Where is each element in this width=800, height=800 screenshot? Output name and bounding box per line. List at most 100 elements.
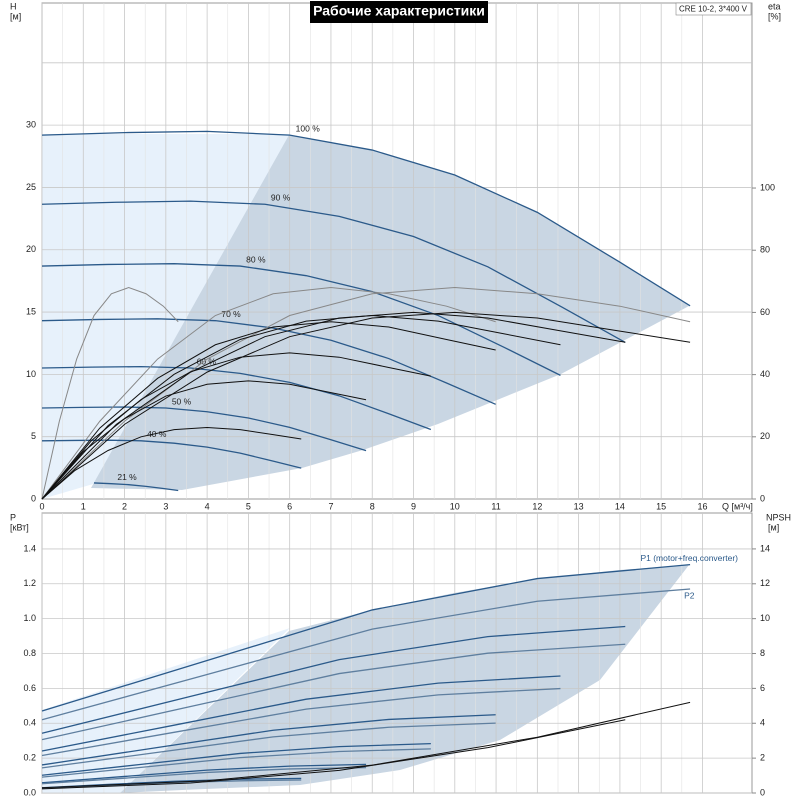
chart-title: Рабочие характеристики — [313, 3, 485, 19]
y2-tick-label: 80 — [760, 245, 770, 255]
efficiency-curve — [41, 380, 367, 500]
y-tick-label: 0.0 — [23, 787, 36, 797]
curve-label: 50 % — [172, 396, 192, 406]
efficiency-curve — [41, 287, 496, 500]
y-tick-label: 5 — [31, 431, 36, 441]
y2-tick-label: 2 — [760, 753, 765, 763]
power-curve — [41, 748, 431, 778]
y-tick-label: 10 — [26, 369, 36, 379]
y2-tick-label: 14 — [760, 543, 770, 553]
y2-axis-unit: [м] — [768, 522, 779, 532]
efficiency-curve — [41, 287, 691, 500]
x-tick-label: 7 — [328, 501, 333, 511]
y-tick-label: 1.2 — [23, 578, 36, 588]
curve-label: 80 % — [246, 254, 266, 264]
x-tick-label: 10 — [450, 501, 460, 511]
x-tick-label: 5 — [246, 501, 251, 511]
x-tick-label: 3 — [163, 501, 168, 511]
y2-tick-label: 10 — [760, 613, 770, 623]
y2-axis-unit: [%] — [768, 11, 781, 21]
y-axis-title: H — [10, 1, 17, 11]
x-tick-label: 14 — [615, 501, 625, 511]
x-axis-title: Q [м³/ч] — [722, 501, 753, 511]
curve-label: 100 % — [296, 123, 321, 133]
y-axis-unit: [м] — [10, 11, 21, 21]
y2-axis-title: eta — [768, 1, 781, 11]
x-tick-label: 9 — [411, 501, 416, 511]
legend-label: P2 — [684, 590, 695, 600]
head-curve — [41, 318, 496, 405]
y2-tick-label: 8 — [760, 648, 765, 658]
power-curve — [41, 722, 496, 769]
x-tick-label: 12 — [532, 501, 542, 511]
y-tick-label: 1.4 — [23, 543, 36, 553]
y-tick-label: 1.0 — [23, 613, 36, 623]
x-tick-label: 6 — [287, 501, 292, 511]
power-curve — [41, 588, 691, 721]
y-tick-label: 30 — [26, 120, 36, 130]
y2-tick-label: 0 — [760, 493, 765, 503]
curve-label: 40 % — [147, 429, 167, 439]
model-box — [675, 2, 752, 16]
model-label: CRE 10-2, 3*400 V — [679, 5, 748, 14]
power-curve — [41, 763, 367, 784]
y2-tick-label: 60 — [760, 307, 770, 317]
npsh-curve — [41, 719, 626, 790]
y2-axis-title: NPSH — [766, 512, 791, 522]
efficiency-curve — [41, 287, 179, 500]
range-shade — [91, 135, 689, 490]
power-curve — [41, 675, 561, 752]
x-tick-label: 11 — [491, 501, 500, 511]
head-curve — [41, 263, 561, 376]
y2-tick-label: 4 — [760, 718, 765, 728]
curve-label: 70 % — [221, 309, 241, 319]
power-curve — [41, 563, 691, 712]
range-shade — [120, 565, 689, 793]
power-curve — [41, 766, 367, 785]
curve-label: 60 % — [197, 356, 217, 366]
y2-tick-label: 100 — [760, 182, 775, 192]
y-axis-unit: [кВт] — [10, 522, 29, 532]
x-tick-label: 1 — [81, 501, 86, 511]
x-tick-label: 16 — [697, 501, 707, 511]
efficiency-curve — [41, 311, 691, 500]
x-tick-label: 0 — [39, 501, 44, 511]
y-tick-label: 0.6 — [23, 683, 36, 693]
y2-tick-label: 40 — [760, 369, 770, 379]
y-tick-label: 15 — [26, 306, 36, 316]
efficiency-curve — [41, 426, 302, 500]
curve-label: 90 % — [271, 193, 291, 203]
power-curve — [41, 687, 561, 757]
y2-tick-label: 12 — [760, 578, 770, 588]
x-tick-label: 15 — [656, 501, 666, 511]
y-tick-label: 0.8 — [23, 648, 36, 658]
y-tick-label: 0.4 — [23, 718, 36, 728]
curve-label: 21 % — [117, 472, 137, 482]
x-tick-label: 2 — [122, 501, 127, 511]
head-curve — [93, 482, 179, 492]
power-curve — [41, 643, 626, 741]
x-tick-label: 13 — [574, 501, 584, 511]
y-tick-label: 25 — [26, 182, 36, 192]
x-tick-label: 8 — [370, 501, 375, 511]
legend-label: P1 (motor+freq.converter) — [640, 553, 738, 563]
head-curve — [41, 130, 691, 307]
y2-tick-label: 0 — [760, 787, 765, 797]
efficiency-curve — [41, 321, 496, 500]
head-curve — [41, 406, 367, 452]
y2-tick-label: 20 — [760, 431, 770, 441]
y-axis-title: P — [10, 512, 16, 522]
y2-tick-label: 6 — [760, 683, 765, 693]
y-tick-label: 0.2 — [23, 753, 36, 763]
power-curve — [41, 743, 431, 776]
power-curve — [41, 714, 496, 766]
head-curve — [41, 366, 432, 431]
efficiency-curve — [41, 352, 431, 500]
title-box — [310, 1, 488, 23]
x-tick-label: 4 — [205, 501, 210, 511]
y-tick-label: 20 — [26, 244, 36, 254]
power-curve — [41, 625, 626, 734]
y-tick-label: 0 — [31, 493, 36, 503]
